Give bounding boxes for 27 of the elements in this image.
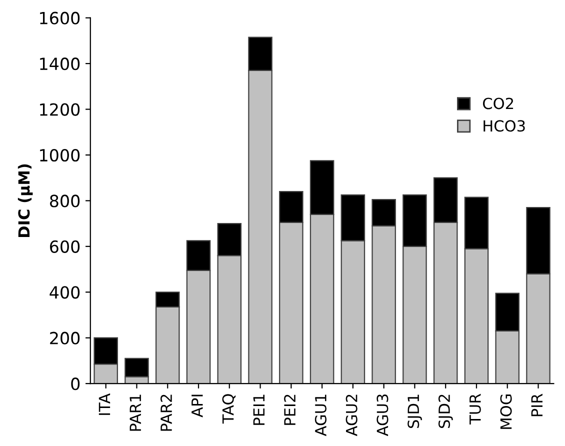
x-tick-label: API — [192, 394, 203, 418]
x-tick-label: PAR1 — [130, 394, 141, 431]
legend-label: CO2 — [483, 98, 514, 110]
x-tick-label: PEI2 — [284, 394, 296, 425]
y-tick-label: 800 — [50, 194, 80, 208]
x-tick-label: AGU2 — [346, 394, 358, 436]
x-tick-label: PEI1 — [253, 394, 264, 425]
y-tick-label: 400 — [50, 286, 80, 299]
y-tick-label: 1200 — [40, 103, 80, 116]
x-tick-label: MOG — [500, 394, 512, 429]
y-tick-label: 1600 — [40, 12, 80, 24]
y-tick-label: 1000 — [40, 148, 80, 162]
x-tick-label: TUR — [470, 394, 481, 424]
x-tick-label: SJD1 — [408, 394, 422, 428]
x-tick-label: AGU1 — [314, 394, 326, 436]
y-axis-title: DIC (μM) — [18, 164, 33, 237]
y-tick-label: 0 — [71, 378, 80, 390]
x-tick-label: ITA — [98, 393, 110, 415]
x-tick-label: SJD2 — [438, 394, 453, 428]
y-tick-label: 600 — [50, 240, 80, 253]
y-tick-label: 1400 — [40, 58, 80, 70]
legend-label: HCO3 — [484, 120, 525, 132]
x-tick-label: PIR — [531, 394, 542, 416]
y-tick-label: 200 — [50, 332, 80, 344]
x-tick-label: TAQ — [222, 394, 236, 424]
x-tick-label: PAR2 — [160, 394, 172, 431]
x-tick-label: AGU3 — [376, 394, 388, 436]
